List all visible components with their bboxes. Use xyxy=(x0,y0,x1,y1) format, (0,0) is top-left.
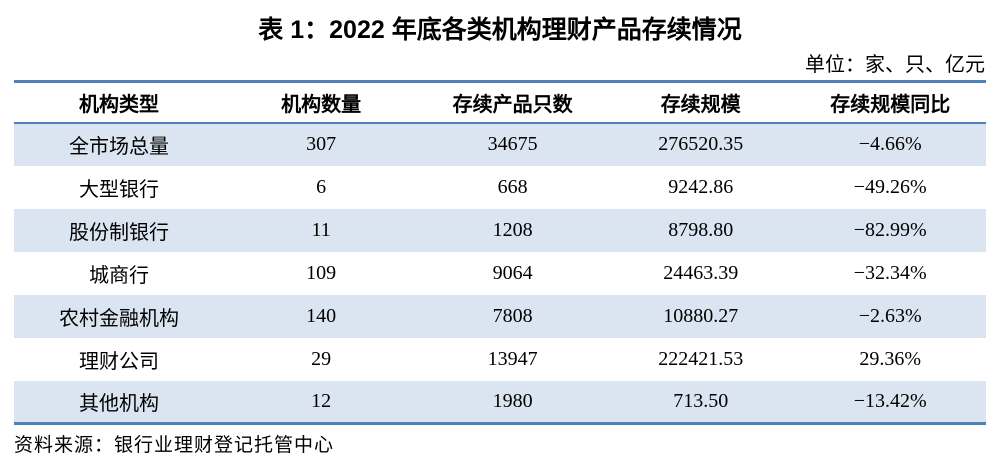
cell-outstanding-scale: 222421.53 xyxy=(658,347,744,370)
table-row-large-banks: 大型银行 6 668 9242.86 −49.26% xyxy=(14,165,986,209)
cell-product-count: 668 xyxy=(497,175,528,198)
cell-product-count: 9064 xyxy=(492,261,533,284)
wealth-products-table: 机构类型 机构数量 存续产品只数 存续规模 存续规模同比 全市场总量 307 3… xyxy=(14,80,986,425)
cell-outstanding-scale: 713.50 xyxy=(673,389,729,412)
cell-institution-type: 理财公司 xyxy=(78,350,159,373)
cell-scale-yoy: −82.99% xyxy=(853,218,927,241)
cell-institution-count: 6 xyxy=(316,175,327,198)
cell-institution-count: 11 xyxy=(311,218,331,241)
cell-institution-type: 其他机构 xyxy=(78,392,159,415)
table-row-rural-financial-institutions: 农村金融机构 140 7808 10880.27 −2.63% xyxy=(14,294,986,338)
cell-outstanding-scale: 8798.80 xyxy=(668,218,734,241)
table-row-total-market: 全市场总量 307 34675 276520.35 −4.66% xyxy=(14,122,986,166)
cell-scale-yoy: 29.36% xyxy=(859,347,922,370)
cell-institution-count: 109 xyxy=(306,261,337,284)
cell-institution-count: 140 xyxy=(306,304,337,327)
cell-product-count: 7808 xyxy=(492,304,533,327)
col-header-institution-type: 机构类型 xyxy=(14,81,224,124)
cell-institution-type: 大型银行 xyxy=(78,178,159,201)
cell-product-count: 1208 xyxy=(492,218,533,241)
cell-institution-type: 农村金融机构 xyxy=(58,307,179,330)
unit-note: 单位：家、只、亿元 xyxy=(805,54,985,76)
table-title: 表 1：2022 年底各类机构理财产品存续情况 xyxy=(258,16,742,44)
cell-scale-yoy: −2.63% xyxy=(858,304,922,327)
table-row-wealth-management-companies: 理财公司 29 13947 222421.53 29.36% xyxy=(14,337,986,381)
cell-scale-yoy: −13.42% xyxy=(853,389,927,412)
col-header-outstanding-scale: 存续规模 xyxy=(606,81,795,124)
cell-institution-type: 全市场总量 xyxy=(68,136,169,158)
cell-outstanding-scale: 276520.35 xyxy=(658,133,744,155)
cell-outstanding-scale: 10880.27 xyxy=(663,304,739,327)
cell-institution-count: 29 xyxy=(311,347,332,370)
cell-product-count: 13947 xyxy=(487,347,538,370)
cell-scale-yoy: −49.26% xyxy=(853,175,927,198)
cell-institution-count: 12 xyxy=(311,389,332,412)
cell-product-count: 1980 xyxy=(492,389,533,412)
cell-outstanding-scale: 9242.86 xyxy=(668,175,734,198)
source-note: 资料来源：银行业理财登记托管中心 xyxy=(14,435,335,456)
col-header-institution-count: 机构数量 xyxy=(223,81,419,124)
header-row: 机构类型 机构数量 存续产品只数 存续规模 存续规模同比 xyxy=(14,81,986,124)
cell-product-count: 34675 xyxy=(487,133,538,155)
table-row-city-commercial-banks: 城商行 109 9064 24463.39 −32.34% xyxy=(14,251,986,295)
col-header-scale-yoy: 存续规模同比 xyxy=(794,81,986,124)
table-row-joint-stock-banks: 股份制银行 11 1208 8798.80 −82.99% xyxy=(14,208,986,252)
cell-scale-yoy: −32.34% xyxy=(853,261,927,284)
cell-outstanding-scale: 24463.39 xyxy=(663,261,739,284)
cell-scale-yoy: −4.66% xyxy=(858,133,922,155)
cell-institution-type: 股份制银行 xyxy=(68,221,169,244)
cell-institution-count: 307 xyxy=(306,133,337,155)
table-row-other-institutions: 其他机构 12 1980 713.50 −13.42% xyxy=(14,380,986,424)
col-header-product-count: 存续产品只数 xyxy=(418,81,607,124)
cell-institution-type: 城商行 xyxy=(88,264,149,287)
